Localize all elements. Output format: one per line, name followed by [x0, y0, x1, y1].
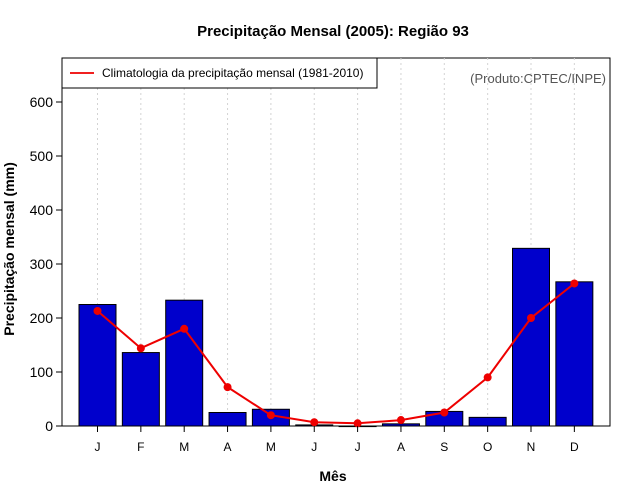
bar [512, 247, 550, 427]
x-tick-label: F [137, 440, 144, 454]
x-tick-label: M [179, 440, 189, 454]
y-tick-label: 500 [30, 148, 54, 164]
climatology-point [527, 314, 535, 322]
bars [78, 247, 594, 428]
y-tick-label: 300 [30, 256, 54, 272]
bar [78, 304, 117, 427]
x-tick-label: J [95, 440, 101, 454]
y-tick-label: 200 [30, 310, 54, 326]
legend-label: Climatologia da precipitação mensal (198… [102, 66, 363, 80]
bar [121, 352, 160, 427]
climatology-point [266, 411, 275, 420]
climatology-point [180, 324, 189, 333]
climatology-point [396, 416, 405, 425]
x-tick-label: N [527, 440, 536, 454]
climatology-point [353, 419, 362, 428]
y-tick-label: 600 [30, 94, 54, 110]
climatology-point [223, 383, 232, 392]
bar [208, 412, 247, 427]
y-tick-label: 0 [45, 418, 53, 434]
x-tick-label: D [570, 440, 579, 454]
climatology-point [483, 373, 492, 382]
legend: Climatologia da precipitação mensal (198… [61, 57, 378, 89]
bar [555, 281, 594, 427]
bar [165, 299, 204, 427]
bar [468, 416, 507, 427]
product-credit: (Produto:CPTEC/INPE) [470, 71, 606, 86]
chart-title: Precipitação Mensal (2005): Região 93 [197, 23, 469, 40]
x-tick-label: M [266, 440, 276, 454]
x-tick-label: A [397, 440, 405, 454]
climatology-point [136, 344, 145, 353]
climatology-line [93, 279, 579, 428]
x-tick-label: J [311, 440, 317, 454]
y-axis-label: Precipitação mensal (mm) [1, 162, 17, 336]
x-axis-label: Mês [319, 468, 346, 484]
bar [381, 423, 420, 427]
climatology-point [440, 408, 449, 417]
x-tick-label: A [224, 440, 232, 454]
x-tick-label: O [483, 440, 492, 454]
climatology-polyline [96, 282, 576, 425]
legend-box [61, 57, 378, 89]
y-tick-label: 100 [30, 364, 54, 380]
x-tick-label: J [355, 440, 361, 454]
climatology-point [93, 306, 102, 315]
y-axis: 0 100 200 300 400 500 600 [30, 94, 62, 434]
x-tick-label: S [440, 440, 448, 454]
climatology-point [570, 279, 579, 288]
y-tick-label: 400 [30, 202, 54, 218]
climatology-point [310, 418, 319, 427]
